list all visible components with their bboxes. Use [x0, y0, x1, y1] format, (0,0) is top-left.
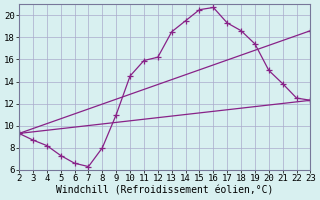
X-axis label: Windchill (Refroidissement éolien,°C): Windchill (Refroidissement éolien,°C)	[56, 186, 274, 196]
